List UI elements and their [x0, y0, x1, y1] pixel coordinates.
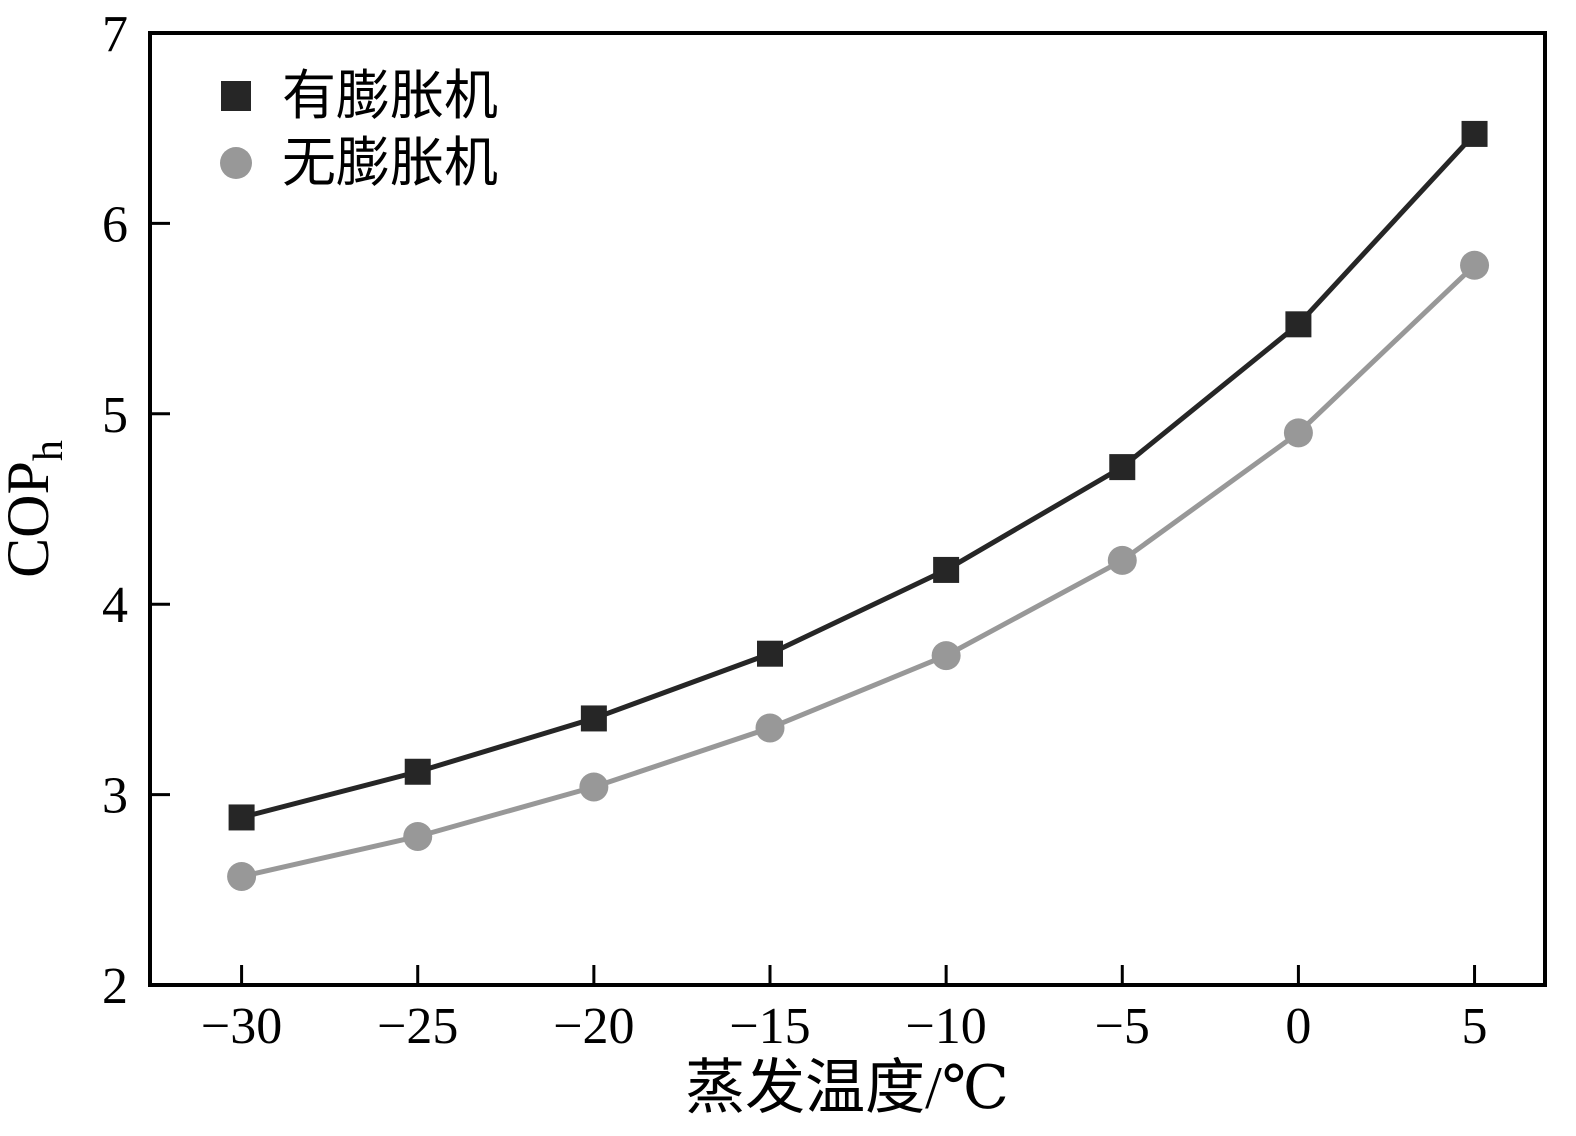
axes-box	[148, 31, 1547, 987]
series-0-data-point	[228, 804, 255, 831]
series-1-data-point	[403, 821, 433, 851]
legend-item-label: 有膨胀机	[282, 66, 498, 126]
y-tick-label: 2	[102, 958, 128, 1015]
x-tick-label: 0	[1285, 998, 1311, 1055]
series-0-data-point	[580, 705, 607, 732]
x-tick-label: −15	[729, 998, 810, 1055]
legend-marker-circle	[220, 147, 252, 179]
series-0-data-point	[1285, 311, 1312, 338]
series-1-data-point	[1460, 250, 1490, 280]
series-1-data-point	[755, 713, 785, 743]
y-tick-label: 4	[102, 577, 128, 634]
x-tick-label: −20	[553, 998, 634, 1055]
legend-marker-square	[221, 81, 251, 111]
x-tick-label: −25	[377, 998, 458, 1055]
y-axis-label-subscript: h	[26, 440, 72, 461]
series-1-data-point	[227, 861, 257, 891]
series-0-data-point	[757, 640, 783, 667]
y-tick-label: 6	[102, 196, 128, 253]
series-1-data-point	[1107, 545, 1137, 575]
y-axis-label: COPh	[0, 440, 72, 578]
x-axis-label: 蒸发温度/℃	[685, 1055, 1009, 1121]
series-1-line	[239, 262, 1478, 879]
series-0-data-point	[933, 556, 960, 583]
series-1-data-point	[1283, 418, 1313, 448]
series-0-data-point	[1461, 120, 1488, 147]
x-tick-label: 5	[1462, 998, 1488, 1055]
series-0-line	[239, 131, 1478, 820]
series-1-data-point	[931, 641, 961, 671]
legend-item-label: 无膨胀机	[282, 133, 498, 193]
y-tick-label: 5	[102, 387, 128, 444]
y-axis-label-main: COP	[0, 461, 61, 578]
series-1-data-point	[579, 772, 609, 802]
y-tick-label: 7	[102, 6, 128, 63]
series-0-data-point	[1109, 454, 1136, 481]
y-tick-label: 3	[102, 768, 128, 825]
x-tick-label: −30	[201, 998, 282, 1055]
x-tick-label: −5	[1095, 998, 1150, 1055]
x-tick-label: −10	[905, 998, 986, 1055]
plot-area: −30 −25 −20 −15 −10 −5 0 5 2 3 4 5 6 7	[102, 6, 1547, 1055]
series-0-data-point	[404, 758, 431, 785]
